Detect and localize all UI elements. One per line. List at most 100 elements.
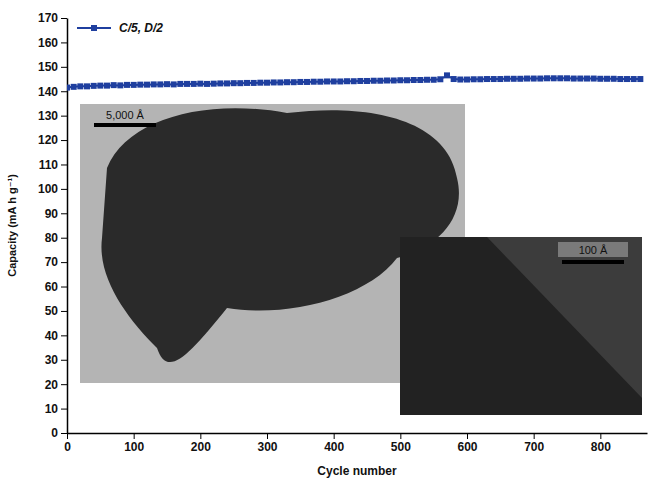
series-marker <box>497 76 503 82</box>
series-marker <box>637 76 643 82</box>
x-tick-label: 400 <box>324 440 344 454</box>
series-marker <box>251 80 257 86</box>
y-tick-label: 20 <box>45 378 59 392</box>
x-tick: 400 <box>324 433 344 454</box>
series-marker <box>104 83 110 89</box>
series-marker <box>517 76 523 82</box>
series-marker <box>151 81 157 87</box>
y-tick-mark <box>61 189 67 190</box>
series-marker <box>417 77 423 83</box>
series-marker <box>91 83 97 89</box>
series-marker <box>411 77 417 83</box>
y-tick-mark <box>61 409 67 410</box>
x-tick-label: 600 <box>457 440 477 454</box>
y-tick: 0 <box>51 426 67 440</box>
series-marker <box>504 76 510 82</box>
series-marker <box>77 83 83 89</box>
x-tick-label: 800 <box>591 440 611 454</box>
series-marker <box>84 83 90 89</box>
x-tick-label: 200 <box>191 440 211 454</box>
series-marker <box>551 75 557 81</box>
x-tick: 0 <box>64 433 71 454</box>
series-marker <box>177 81 183 87</box>
series-marker <box>524 76 530 82</box>
series-marker <box>284 79 290 85</box>
series-marker <box>604 76 610 82</box>
x-tick-mark <box>334 433 335 439</box>
series-marker <box>144 82 150 88</box>
y-tick-label: 100 <box>38 182 58 196</box>
series-marker <box>204 81 210 87</box>
series-marker <box>331 78 337 84</box>
y-tick-label: 90 <box>45 207 59 221</box>
series-marker <box>191 81 197 87</box>
label-patch <box>558 242 628 257</box>
series-marker <box>311 79 317 85</box>
series-marker <box>444 72 450 78</box>
series-marker <box>384 77 390 83</box>
y-tick-mark <box>61 238 67 239</box>
y-tick-label: 160 <box>38 36 58 50</box>
series-marker <box>351 78 357 84</box>
series-marker <box>257 80 263 86</box>
y-tick: 150 <box>38 60 67 74</box>
series-marker <box>537 76 543 82</box>
series-marker <box>511 76 517 82</box>
y-tick-label: 120 <box>38 133 58 147</box>
inset-edge <box>400 237 642 415</box>
series-marker <box>217 80 223 86</box>
y-tick-mark <box>61 433 67 434</box>
y-tick-mark <box>61 140 67 141</box>
series-marker <box>484 76 490 82</box>
y-tick: 20 <box>45 378 67 392</box>
series-marker <box>471 76 477 82</box>
series-marker <box>631 76 637 82</box>
y-tick: 140 <box>38 85 67 99</box>
series-marker <box>237 80 243 86</box>
series-marker <box>564 75 570 81</box>
y-tick-label: 0 <box>51 426 58 440</box>
series-marker <box>197 81 203 87</box>
legend-marker <box>91 25 97 31</box>
series-marker <box>431 77 437 83</box>
x-tick-mark <box>600 433 601 439</box>
y-tick-label: 140 <box>38 85 58 99</box>
series-marker <box>597 76 603 82</box>
series-group <box>67 72 643 90</box>
x-tick-mark <box>267 433 268 439</box>
series-marker <box>97 83 103 89</box>
y-tick-label: 10 <box>45 402 59 416</box>
series-marker <box>624 76 630 82</box>
y-tick-mark <box>61 91 67 92</box>
y-tick-label: 110 <box>39 158 59 172</box>
x-axis-line <box>68 433 648 435</box>
y-tick: 70 <box>45 255 67 269</box>
x-tick-label: 100 <box>124 440 144 454</box>
series-marker <box>231 80 237 86</box>
y-tick: 30 <box>45 353 67 367</box>
series-marker <box>304 79 310 85</box>
series-marker <box>224 80 230 86</box>
series-marker <box>291 79 297 85</box>
y-tick: 130 <box>38 109 67 123</box>
y-tick: 160 <box>38 36 67 50</box>
x-tick: 500 <box>391 433 411 454</box>
series-marker <box>457 77 463 83</box>
series-marker <box>264 80 270 86</box>
x-tick-label: 300 <box>257 440 277 454</box>
y-tick: 10 <box>45 402 67 416</box>
x-tick: 800 <box>591 433 611 454</box>
series-marker <box>451 76 457 82</box>
x-axis: 0100200300400500600700800 <box>64 433 647 454</box>
legend-item: C/5, D/2 <box>77 21 163 35</box>
x-axis-title: Cycle number <box>317 464 397 478</box>
series-marker <box>164 81 170 87</box>
scale-bar: 100 Å <box>558 242 628 264</box>
series-marker <box>477 76 483 82</box>
x-tick-mark <box>534 433 535 439</box>
y-tick: 120 <box>38 133 67 147</box>
series-marker <box>397 77 403 83</box>
series-marker <box>117 82 123 88</box>
series-marker <box>424 77 430 83</box>
y-axis: 0102030405060708090100110120130140150160… <box>38 11 68 440</box>
